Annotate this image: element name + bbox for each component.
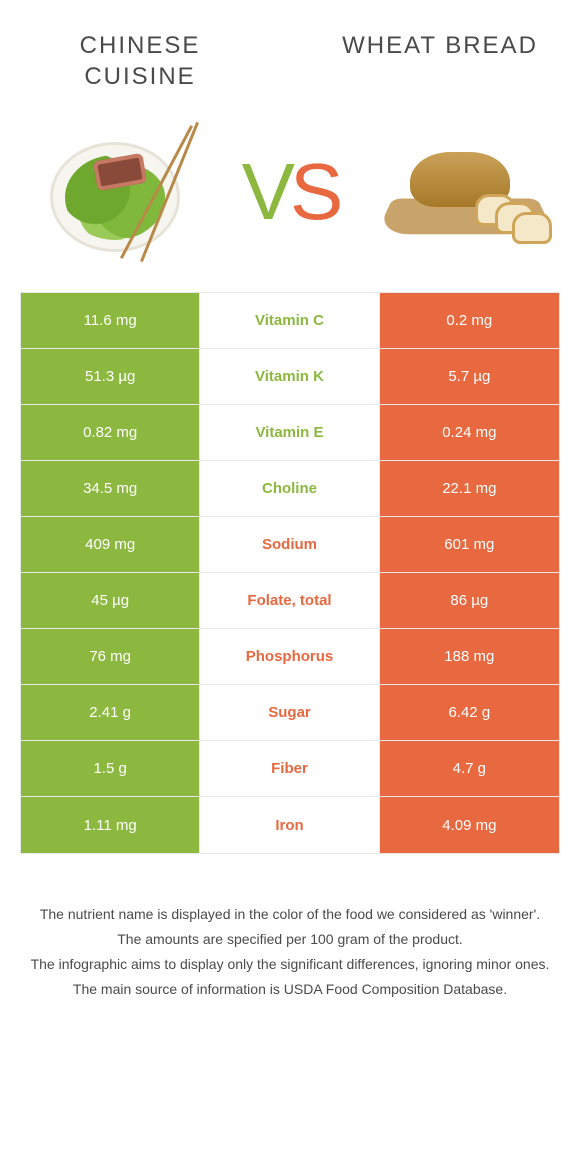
left-value: 1.11 mg <box>21 797 200 853</box>
nutrient-label: Choline <box>200 461 379 516</box>
left-value: 11.6 mg <box>21 293 200 348</box>
vs-v: V <box>242 147 290 236</box>
right-title: WHEAT BREAD <box>340 30 540 92</box>
left-value: 51.3 µg <box>21 349 200 404</box>
table-row: 76 mgPhosphorus188 mg <box>21 629 559 685</box>
vs-s: S <box>290 147 338 236</box>
table-row: 34.5 mgCholine22.1 mg <box>21 461 559 517</box>
nutrient-label: Vitamin E <box>200 405 379 460</box>
right-value: 5.7 µg <box>380 349 559 404</box>
left-title: CHINESE CUISINE <box>40 30 240 92</box>
left-value: 409 mg <box>21 517 200 572</box>
nutrient-label: Sodium <box>200 517 379 572</box>
table-row: 45 µgFolate, total86 µg <box>21 573 559 629</box>
nutrient-label: Vitamin C <box>200 293 379 348</box>
nutrient-label: Sugar <box>200 685 379 740</box>
footnote-line: The main source of information is USDA F… <box>30 979 550 1000</box>
right-value: 0.24 mg <box>380 405 559 460</box>
left-value: 34.5 mg <box>21 461 200 516</box>
table-row: 0.82 mgVitamin E0.24 mg <box>21 405 559 461</box>
footnotes: The nutrient name is displayed in the co… <box>0 854 580 1000</box>
right-value: 86 µg <box>380 573 559 628</box>
nutrient-label: Folate, total <box>200 573 379 628</box>
table-row: 409 mgSodium601 mg <box>21 517 559 573</box>
right-value: 188 mg <box>380 629 559 684</box>
titles-row: CHINESE CUISINE WHEAT BREAD <box>0 0 580 102</box>
hero-row: VS <box>0 102 580 292</box>
left-value: 76 mg <box>21 629 200 684</box>
table-row: 1.11 mgIron4.09 mg <box>21 797 559 853</box>
table-row: 11.6 mgVitamin C0.2 mg <box>21 293 559 349</box>
nutrient-label: Iron <box>200 797 379 853</box>
table-row: 1.5 gFiber4.7 g <box>21 741 559 797</box>
right-value: 601 mg <box>380 517 559 572</box>
right-value: 6.42 g <box>380 685 559 740</box>
nutrient-label: Fiber <box>200 741 379 796</box>
left-value: 0.82 mg <box>21 405 200 460</box>
footnote-line: The infographic aims to display only the… <box>30 954 550 975</box>
left-value: 2.41 g <box>21 685 200 740</box>
right-value: 0.2 mg <box>380 293 559 348</box>
wheat-bread-image <box>380 122 550 262</box>
vs-label: VS <box>242 146 339 238</box>
nutrient-label: Phosphorus <box>200 629 379 684</box>
footnote-line: The amounts are specified per 100 gram o… <box>30 929 550 950</box>
right-value: 4.09 mg <box>380 797 559 853</box>
left-value: 1.5 g <box>21 741 200 796</box>
nutrient-table: 11.6 mgVitamin C0.2 mg51.3 µgVitamin K5.… <box>20 292 560 854</box>
footnote-line: The nutrient name is displayed in the co… <box>30 904 550 925</box>
right-value: 4.7 g <box>380 741 559 796</box>
table-row: 2.41 gSugar6.42 g <box>21 685 559 741</box>
chinese-cuisine-image <box>30 122 200 262</box>
left-value: 45 µg <box>21 573 200 628</box>
nutrient-label: Vitamin K <box>200 349 379 404</box>
table-row: 51.3 µgVitamin K5.7 µg <box>21 349 559 405</box>
right-value: 22.1 mg <box>380 461 559 516</box>
